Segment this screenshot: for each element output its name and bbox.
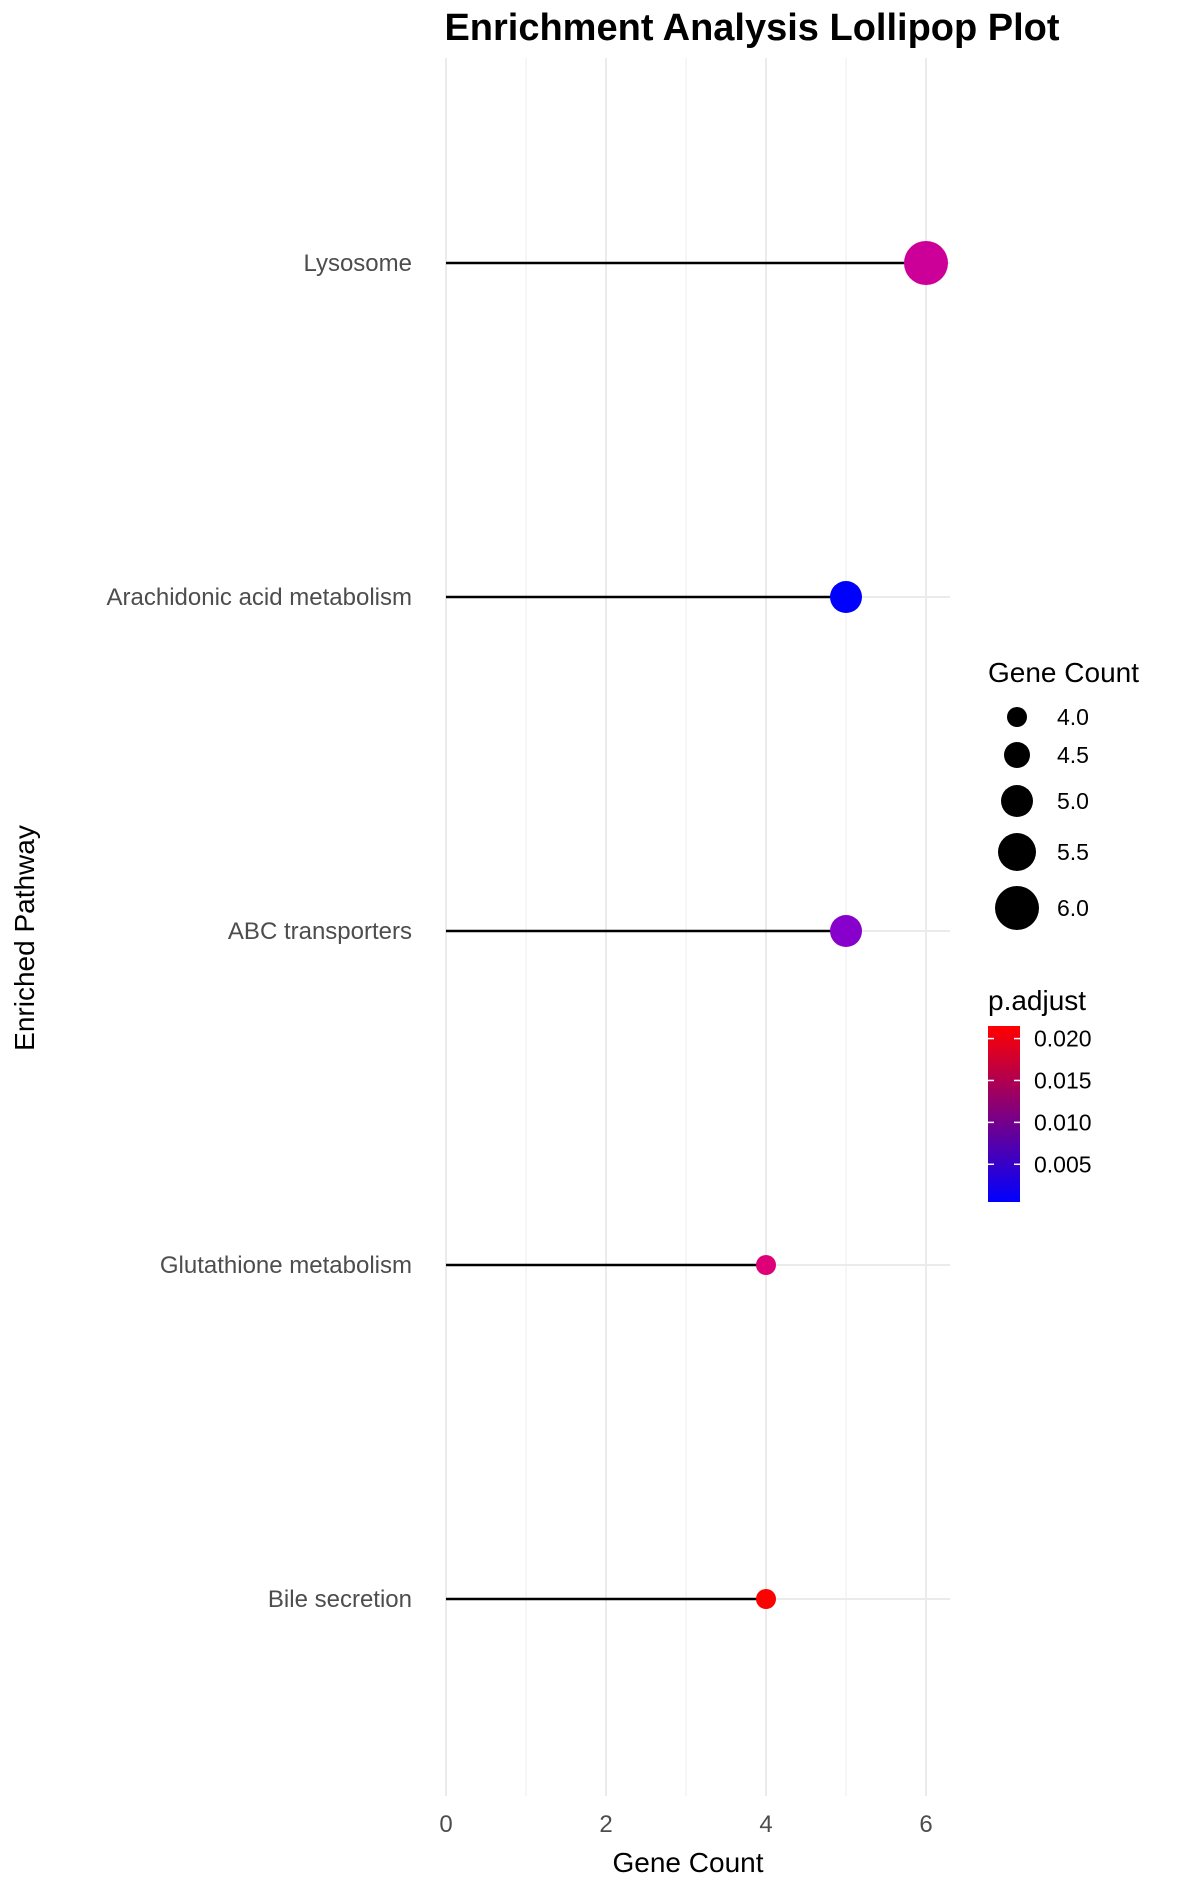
size-legend-label: 4.5	[1057, 742, 1089, 768]
grid-lines	[445, 58, 950, 1796]
x-axis-tick-labels: 0 2 4 6	[439, 1811, 932, 1838]
lollipop-dot	[756, 1589, 776, 1609]
color-legend-label: 0.020	[1034, 1026, 1092, 1052]
color-legend-colorbar	[988, 1026, 1020, 1202]
color-legend-label: 0.010	[1034, 1109, 1092, 1135]
lollipop-stems	[446, 261, 926, 1601]
size-legend-label: 4.0	[1057, 704, 1089, 730]
size-legend-key	[1001, 785, 1033, 817]
size-legend-key	[1007, 707, 1027, 727]
size-legend-label: 6.0	[1057, 895, 1089, 921]
lollipop-dot	[830, 581, 862, 613]
lollipop-dot	[830, 915, 862, 947]
color-legend-label: 0.015	[1034, 1067, 1092, 1093]
chart-title: Enrichment Analysis Lollipop Plot	[444, 7, 1059, 49]
color-legend-label: 0.005	[1034, 1151, 1092, 1177]
size-legend-key	[1004, 742, 1030, 768]
size-legend-label: 5.5	[1057, 839, 1089, 865]
y-axis-category-labels: Lysosome Arachidonic acid metabolism ABC t…	[107, 250, 412, 1613]
size-legend: Gene Count 4.0 4.5 5.0 5.5 6.0	[988, 657, 1139, 930]
size-legend-key	[998, 833, 1036, 871]
size-legend-label: 5.0	[1057, 788, 1089, 814]
lollipop-dots	[756, 241, 948, 1609]
size-legend-key	[995, 886, 1039, 930]
category-label: ABC transporters	[228, 918, 412, 945]
x-tick-label: 6	[919, 1811, 932, 1838]
x-tick-label: 2	[599, 1811, 612, 1838]
color-legend-title: p.adjust	[988, 985, 1086, 1016]
x-tick-label: 4	[759, 1811, 772, 1838]
lollipop-dot	[756, 1255, 776, 1275]
size-legend-title: Gene Count	[988, 657, 1139, 688]
x-tick-label: 0	[439, 1811, 452, 1838]
category-label: Arachidonic acid metabolism	[107, 584, 412, 611]
y-axis-title: Enriched Pathway	[9, 825, 40, 1051]
category-label: Bile secretion	[268, 1586, 412, 1613]
category-label: Glutathione metabolism	[160, 1252, 412, 1279]
lollipop-dot	[904, 241, 948, 285]
color-legend: p.adjust 0.020 0.015 0.010 0.005	[988, 985, 1092, 1202]
x-axis-title: Gene Count	[613, 1847, 764, 1878]
category-label: Lysosome	[304, 250, 413, 277]
